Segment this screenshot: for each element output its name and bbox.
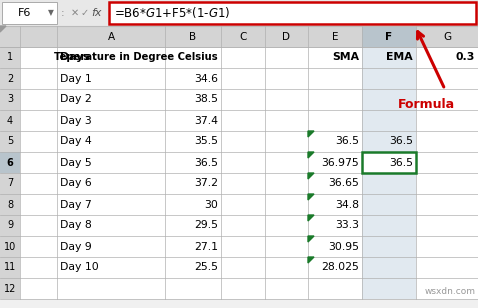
Text: wsxdn.com: wsxdn.com xyxy=(425,287,476,296)
Text: 36.975: 36.975 xyxy=(321,157,359,168)
Text: Day 4: Day 4 xyxy=(60,136,92,147)
Text: Day 8: Day 8 xyxy=(60,221,92,230)
Text: ✓: ✓ xyxy=(81,8,89,18)
Text: 37.4: 37.4 xyxy=(194,116,218,125)
Text: Day 6: Day 6 xyxy=(60,179,92,188)
Text: 5: 5 xyxy=(7,136,13,147)
Text: Day 7: Day 7 xyxy=(60,200,92,209)
Text: 36.5: 36.5 xyxy=(335,136,359,147)
Bar xyxy=(0,26,478,47)
Text: Teperature in Degree Celsius: Teperature in Degree Celsius xyxy=(54,52,218,63)
Polygon shape xyxy=(308,152,314,158)
Bar xyxy=(362,47,416,299)
Polygon shape xyxy=(0,26,6,32)
Text: 6: 6 xyxy=(7,157,13,168)
Text: 2: 2 xyxy=(7,74,13,83)
Text: 37.2: 37.2 xyxy=(194,179,218,188)
Text: 4: 4 xyxy=(7,116,13,125)
Text: 7: 7 xyxy=(7,179,13,188)
Polygon shape xyxy=(308,173,314,179)
Text: F6: F6 xyxy=(18,8,32,18)
Text: Days: Days xyxy=(60,52,89,63)
Text: 30: 30 xyxy=(204,200,218,209)
Text: ▼: ▼ xyxy=(48,9,54,18)
Polygon shape xyxy=(308,194,314,200)
Text: SMA: SMA xyxy=(332,52,359,63)
Text: =B6*$G$1+F5*(1-$G$1): =B6*$G$1+F5*(1-$G$1) xyxy=(114,6,230,21)
Text: C: C xyxy=(239,31,247,42)
Polygon shape xyxy=(308,131,314,137)
Text: 29.5: 29.5 xyxy=(194,221,218,230)
Bar xyxy=(0,0,478,26)
Bar xyxy=(0,26,20,299)
Text: A: A xyxy=(108,31,115,42)
Bar xyxy=(362,26,416,47)
Text: 38.5: 38.5 xyxy=(194,95,218,104)
Text: 8: 8 xyxy=(7,200,13,209)
Text: 36.5: 36.5 xyxy=(389,157,413,168)
Polygon shape xyxy=(308,215,314,221)
Polygon shape xyxy=(308,257,314,263)
Text: Day 1: Day 1 xyxy=(60,74,92,83)
Text: F: F xyxy=(385,31,392,42)
Text: 3: 3 xyxy=(7,95,13,104)
Text: EMA: EMA xyxy=(386,52,413,63)
Text: Formula: Formula xyxy=(398,98,455,111)
Text: G: G xyxy=(443,31,451,42)
Text: 28.025: 28.025 xyxy=(321,262,359,273)
Text: 30.95: 30.95 xyxy=(328,241,359,252)
Bar xyxy=(362,152,416,173)
Text: Day 9: Day 9 xyxy=(60,241,92,252)
Text: ✕: ✕ xyxy=(71,8,79,18)
Text: 34.6: 34.6 xyxy=(194,74,218,83)
Text: 27.1: 27.1 xyxy=(194,241,218,252)
Text: 9: 9 xyxy=(7,221,13,230)
Text: E: E xyxy=(332,31,338,42)
Text: fx: fx xyxy=(92,8,102,18)
Text: Day 2: Day 2 xyxy=(60,95,92,104)
Text: 35.5: 35.5 xyxy=(194,136,218,147)
Text: :: : xyxy=(61,8,65,18)
Polygon shape xyxy=(308,236,314,242)
Text: Day 3: Day 3 xyxy=(60,116,92,125)
Bar xyxy=(2,2,57,24)
Text: 25.5: 25.5 xyxy=(194,262,218,273)
Text: Day 5: Day 5 xyxy=(60,157,92,168)
Text: D: D xyxy=(282,31,291,42)
Text: Day 10: Day 10 xyxy=(60,262,99,273)
Text: 1: 1 xyxy=(7,52,13,63)
Text: 12: 12 xyxy=(4,283,16,294)
Bar xyxy=(0,152,20,173)
Text: 10: 10 xyxy=(4,241,16,252)
Text: 36.5: 36.5 xyxy=(194,157,218,168)
Text: 36.5: 36.5 xyxy=(389,136,413,147)
Text: 0.3: 0.3 xyxy=(456,52,475,63)
Text: 34.8: 34.8 xyxy=(335,200,359,209)
Text: 33.3: 33.3 xyxy=(335,221,359,230)
Text: 36.65: 36.65 xyxy=(328,179,359,188)
Bar xyxy=(109,2,476,24)
Bar xyxy=(0,26,478,299)
Text: 11: 11 xyxy=(4,262,16,273)
Text: B: B xyxy=(189,31,196,42)
